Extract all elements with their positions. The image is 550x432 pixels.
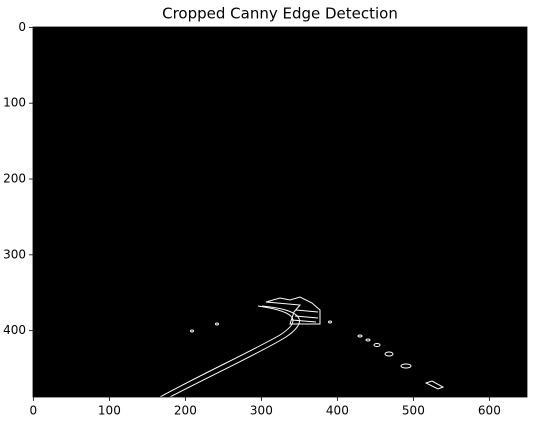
edge-line	[169, 305, 300, 398]
axes-frame	[32, 26, 528, 398]
edge-dot	[215, 322, 219, 326]
x-tick-label: 200	[174, 404, 197, 418]
edge-dot	[190, 329, 194, 333]
x-tick-label: 600	[478, 404, 501, 418]
edge-dot	[365, 338, 371, 342]
x-tick-label: 500	[402, 404, 425, 418]
x-tick-label: 100	[98, 404, 121, 418]
x-tick-label: 0	[30, 404, 38, 418]
edge-blob	[265, 296, 321, 325]
y-tick-label: 0	[18, 20, 26, 34]
edge-dot	[424, 380, 445, 390]
y-tick-label: 400	[3, 323, 26, 337]
edges	[159, 296, 445, 398]
x-tick-label: 300	[250, 404, 273, 418]
edge-line	[159, 305, 294, 398]
image	[33, 27, 527, 397]
y-tick-label: 300	[3, 247, 26, 261]
edge-dot	[328, 320, 332, 324]
edge-dot	[357, 334, 363, 338]
x-tick-label: 400	[326, 404, 349, 418]
edge-dot	[400, 363, 412, 369]
edge-blob	[291, 309, 319, 323]
chart-title: Cropped Canny Edge Detection	[162, 5, 398, 23]
edge-dot	[373, 343, 381, 347]
y-tick-label: 100	[3, 96, 26, 110]
edge-dot	[384, 351, 394, 357]
y-tick-label: 200	[3, 172, 26, 186]
